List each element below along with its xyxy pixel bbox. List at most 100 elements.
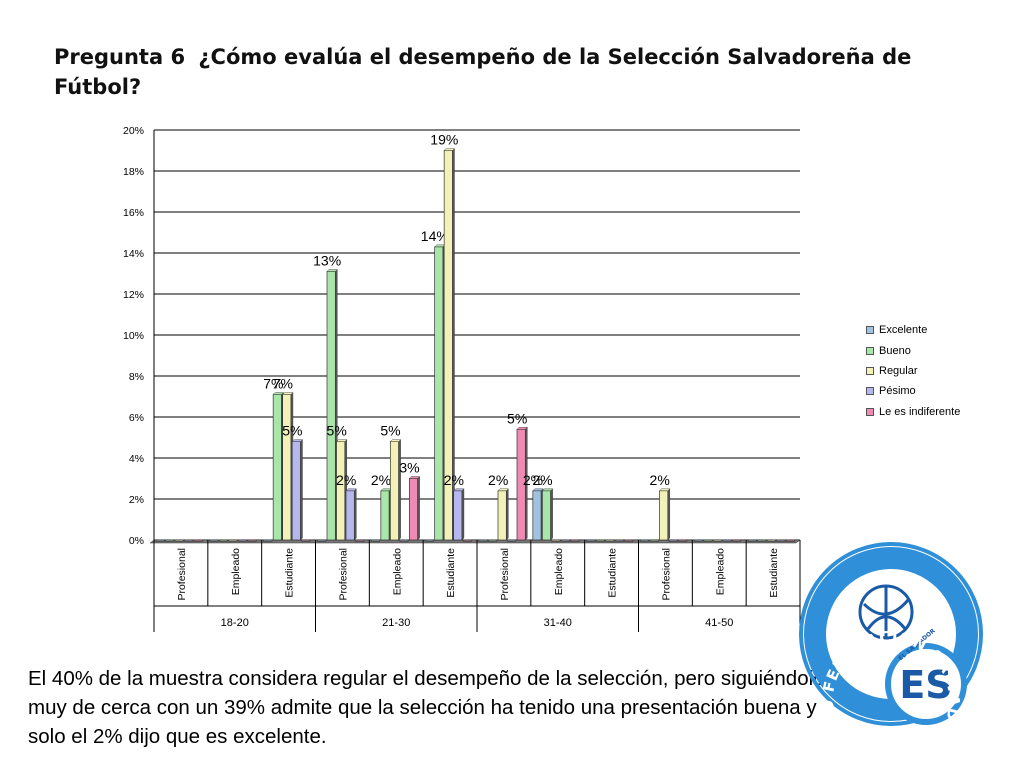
bar-regular [283, 394, 291, 540]
x-tick-label: Profesional [499, 548, 511, 601]
chart-legend: Excelente Bueno Regular Pésimo Le es indifer… [866, 320, 986, 422]
bar-le-es-indiferente [463, 540, 471, 541]
bar-le-es-indiferente [248, 540, 256, 541]
x-tick-label: Empleado [553, 548, 565, 595]
bar-regular [175, 540, 183, 541]
bar-excelente [210, 540, 218, 541]
bar-top [346, 489, 356, 491]
bar-side [399, 440, 401, 540]
data-label: 2% [650, 472, 670, 488]
bar-bueno [273, 394, 281, 540]
bar-excelente [479, 540, 487, 541]
x-tick-label: Profesional [176, 548, 188, 601]
bar-bueno [596, 540, 604, 541]
bar-side [418, 477, 420, 541]
bar-le-es-indiferente [571, 540, 579, 541]
bar-top [283, 392, 293, 394]
y-tick-label: 20% [123, 125, 144, 137]
data-label: 2% [371, 472, 391, 488]
bar-top [273, 392, 283, 394]
bar-side [300, 440, 302, 540]
bar-top [454, 489, 464, 491]
bar-top [435, 245, 445, 247]
bar-bueno [542, 491, 550, 540]
legend-label: Le es indiferente [879, 406, 960, 418]
data-label: 3% [399, 460, 419, 476]
bar-regular [713, 540, 721, 541]
data-label: 2% [336, 472, 356, 488]
legend-item: Excelente [866, 320, 986, 340]
legend-swatch [866, 326, 874, 334]
bar-top [498, 489, 508, 491]
data-label: 2% [488, 472, 508, 488]
legend-item: Bueno [866, 340, 986, 360]
data-label: 2% [444, 472, 464, 488]
bar-excelente [533, 491, 541, 540]
bar-bueno [219, 540, 227, 541]
bar-pésimo [292, 442, 300, 540]
y-tick-label: 10% [123, 330, 144, 342]
x-tick-label: Estudiante [284, 548, 296, 598]
legend-item: Regular [866, 361, 986, 381]
legend-label: Regular [879, 365, 918, 377]
bar-pésimo [454, 491, 462, 540]
data-label: 5% [507, 410, 527, 426]
bar-excelente [371, 540, 379, 541]
legend-label: Excelente [879, 324, 927, 336]
bar-bueno [381, 491, 389, 540]
bar-bueno [758, 540, 766, 541]
bar-pésimo [185, 540, 193, 541]
legend-swatch [866, 387, 874, 395]
data-label: 5% [380, 423, 400, 439]
bar-regular [660, 491, 668, 540]
bar-le-es-indiferente [786, 540, 794, 541]
caption-text: El 40% de la muestra considera regular e… [28, 664, 848, 751]
bar-regular [337, 442, 345, 540]
x-tick-label: Estudiante [607, 548, 619, 598]
data-label: 7% [273, 375, 293, 391]
bar-regular [552, 540, 560, 541]
data-label: 13% [313, 252, 341, 268]
x-tick-label: Estudiante [768, 548, 780, 598]
bar-bueno [704, 540, 712, 541]
bar-pésimo [669, 540, 677, 541]
x-tick-label: Empleado [230, 548, 242, 595]
bar-side [354, 489, 356, 540]
bar-excelente [156, 540, 164, 541]
bar-excelente [641, 540, 649, 541]
x-tick-label: Profesional [337, 548, 349, 601]
group-label: 41-50 [705, 617, 733, 629]
bar-excelente [694, 540, 702, 541]
legend-item: Le es indiferente [866, 402, 986, 422]
legend-label: Bueno [879, 345, 911, 357]
bar-regular [606, 540, 614, 541]
bar-bueno [435, 247, 443, 540]
bar-top [660, 489, 670, 491]
bar-pésimo [777, 540, 785, 541]
data-label: 5% [327, 423, 347, 439]
bar-bueno [327, 271, 335, 540]
bar-pésimo [346, 491, 354, 540]
bar-side [506, 489, 508, 540]
legend-swatch [866, 408, 874, 416]
bar-top [517, 427, 527, 429]
bar-le-es-indiferente [194, 540, 202, 541]
bar-le-es-indiferente [679, 540, 687, 541]
bar-excelente [748, 540, 756, 541]
bar-top [390, 440, 400, 442]
y-tick-label: 6% [129, 412, 144, 424]
y-tick-label: 18% [123, 166, 144, 178]
legend-item: Pésimo [866, 381, 986, 401]
y-tick-label: 0% [129, 535, 144, 547]
bar-side [551, 489, 553, 540]
bar-le-es-indiferente [625, 540, 633, 541]
x-tick-label: Profesional [660, 548, 672, 601]
bar-top [381, 489, 391, 491]
bar-regular [390, 442, 398, 540]
y-tick-label: 4% [129, 453, 144, 465]
bar-bueno [166, 540, 174, 541]
bar-side [668, 489, 670, 540]
bar-pésimo [615, 540, 623, 541]
bar-le-es-indiferente [409, 479, 417, 541]
bar-regular [767, 540, 775, 541]
